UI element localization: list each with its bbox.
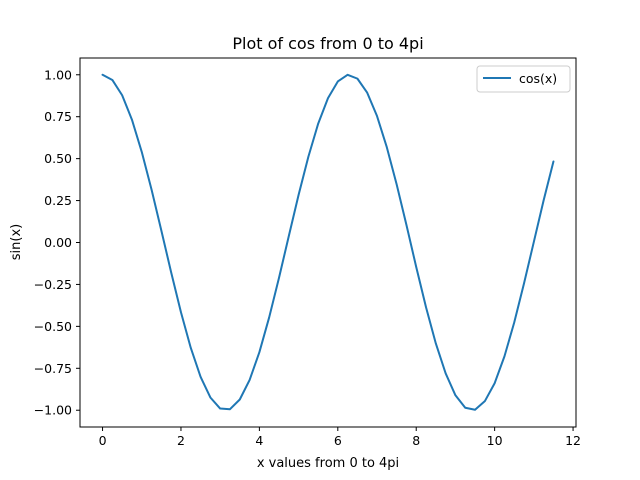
y-tick-label: −1.00	[34, 403, 72, 418]
x-tick-label: 4	[255, 433, 263, 448]
axes-layer: 0 2 4 6 8 10 12 1.00 0.75 0.50 0.25 0.00 −0.25 −0.50 −…	[34, 57, 581, 448]
y-tick-label: 0.75	[44, 109, 72, 124]
x-tick-label: 0	[99, 433, 107, 448]
legend-box	[476, 65, 571, 93]
x-axis-label: x values from 0 to 4pi	[257, 456, 399, 471]
plot-area	[80, 58, 576, 427]
legend: cos(x)	[476, 65, 571, 93]
x-tick-label: 6	[334, 433, 342, 448]
y-tick-label: 0.25	[44, 193, 72, 208]
x-tick-label: 10	[487, 433, 503, 448]
line-layer	[101, 73, 555, 411]
x-tick-label: 12	[565, 433, 581, 448]
y-tick-label: 1.00	[44, 67, 72, 82]
y-tick-label: 0.00	[44, 235, 72, 250]
chart-title: Plot of cos from 0 to 4pi	[232, 34, 423, 53]
plot-background	[80, 58, 576, 427]
y-axis-label: sin(x)	[9, 224, 24, 260]
series-line-0	[101, 73, 555, 411]
y-tick-label: −0.50	[34, 319, 72, 334]
legend-label: cos(x)	[519, 71, 557, 86]
x-tick-label: 8	[412, 433, 420, 448]
y-tick-label: −0.75	[34, 361, 72, 376]
y-tick-label: −0.25	[34, 277, 72, 292]
x-tick-label: 2	[177, 433, 185, 448]
y-tick-label: 0.50	[44, 151, 72, 166]
